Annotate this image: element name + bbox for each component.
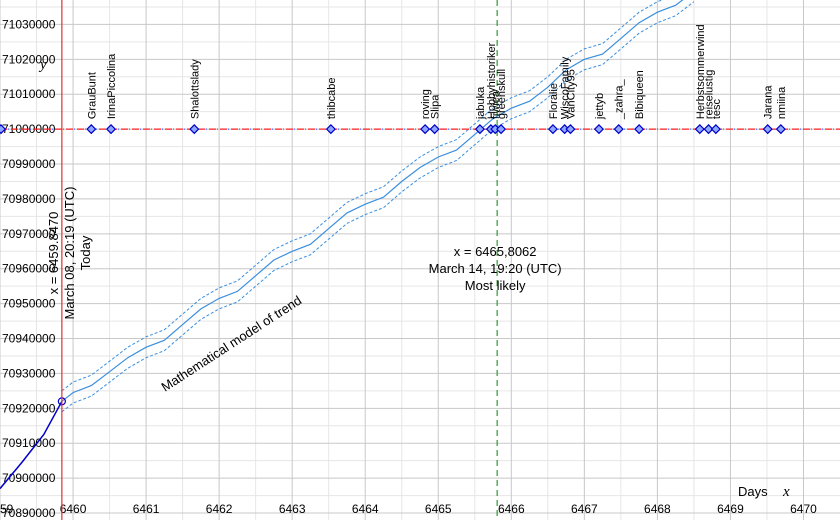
marker-point xyxy=(559,124,570,135)
trend-upper-band xyxy=(61,0,664,392)
marker-label: Jarana xyxy=(763,85,775,120)
marker-point xyxy=(474,124,485,135)
target-axis-marker xyxy=(0,124,7,135)
x-tick-label: 6466 xyxy=(498,502,525,516)
trend-label: Mathematical model of trend xyxy=(158,293,304,395)
today-annotation-line: Today xyxy=(78,235,93,270)
y-tick-label: 70990000 xyxy=(2,157,56,171)
marker-point xyxy=(429,124,440,135)
marker-point xyxy=(593,124,605,135)
marker-label: WiscoFamily xyxy=(560,56,572,119)
marker-label: _zahra_ xyxy=(614,78,626,120)
marker-point xyxy=(325,124,336,135)
marker-label: Shalottslady xyxy=(189,59,201,119)
x-tick-label: 6459 xyxy=(0,502,14,516)
marker-label: IrinaPiccolina xyxy=(106,53,118,119)
y-tick-label: 70890000 xyxy=(2,506,56,520)
today-annotation-line: x = 6459.8470 xyxy=(46,212,61,295)
marker-label: Floralie xyxy=(548,83,560,119)
history-line xyxy=(0,400,63,490)
marker-label: Slipa xyxy=(430,94,442,119)
y-tick-label: 70940000 xyxy=(2,332,56,346)
y-tick-label: 70910000 xyxy=(2,436,56,450)
x-tick-label: 6461 xyxy=(133,502,160,516)
y-axis-variable: y xyxy=(38,57,47,73)
trend-lower-band xyxy=(61,1,695,413)
marker-label: jabuka xyxy=(475,86,487,120)
y-tick-labels: 70890000 70900000 70910000 70920000 70930000… xyxy=(2,17,56,520)
most-likely-annotation-line: Most likely xyxy=(465,278,526,293)
marker-label: jettyb xyxy=(594,93,606,120)
y-tick-label: 70960000 xyxy=(2,262,56,276)
x-axis-title: Days xyxy=(738,484,768,499)
x-tick-label: 6469 xyxy=(717,502,744,516)
marker-label: greenskull xyxy=(496,69,508,119)
x-tick-label: 6468 xyxy=(644,502,671,516)
most-likely-annotation-line: March 14, 19:20 (UTC) xyxy=(429,261,562,276)
marker-point xyxy=(710,124,721,135)
marker-point xyxy=(189,124,200,135)
x-tick-label: 6467 xyxy=(571,502,598,516)
marker-label: tesc xyxy=(711,98,723,119)
y-tick-label: 71030000 xyxy=(2,17,56,31)
marker-label: Herbstsommerwind xyxy=(695,24,707,119)
marker-label: fiwiea xyxy=(490,90,502,119)
y-tick-label: 71010000 xyxy=(2,87,56,101)
marker-label: nmiina xyxy=(776,86,788,119)
y-tick-label: 70980000 xyxy=(2,192,56,206)
marker-point xyxy=(86,124,97,135)
marker-point xyxy=(694,124,705,135)
x-tick-labels: 6459 6460 6461 6462 6463 6464 6465 6466 6467 6468… xyxy=(0,502,817,516)
marker-label: thibcabe xyxy=(326,78,338,120)
marker-label: Hobbyhistoriker xyxy=(486,42,498,119)
annotations: x = 6459.8470 March 08, 20:19 (UTC) Today x… xyxy=(46,187,562,395)
x-tick-label: 6462 xyxy=(206,502,233,516)
marker-label: roving xyxy=(420,89,432,119)
x-tick-label: 6460 xyxy=(60,502,87,516)
marker-point xyxy=(703,124,714,135)
most-likely-annotation-line: x = 6465,8062 xyxy=(454,244,537,259)
marker-point xyxy=(490,124,501,135)
x-tick-label: 6464 xyxy=(352,502,379,516)
marker-point xyxy=(775,124,786,135)
marker-point xyxy=(634,124,645,135)
marker-point xyxy=(547,124,559,135)
marker-point xyxy=(613,124,624,135)
y-tick-label: 71020000 xyxy=(2,52,56,66)
x-tick-label: 6463 xyxy=(279,502,306,516)
marker-point xyxy=(495,124,507,135)
y-tick-label: 70920000 xyxy=(2,401,56,415)
marker-point xyxy=(762,124,773,135)
marker-label: VanCity95 xyxy=(565,69,577,119)
trend-line xyxy=(61,0,684,402)
marker-point xyxy=(565,124,576,135)
x-tick-label: 6465 xyxy=(425,502,452,516)
marker-point xyxy=(420,124,431,135)
marker-label: reiselustig xyxy=(704,70,716,120)
marker-point xyxy=(105,124,117,135)
marker-label: GrauBunt xyxy=(86,72,98,119)
x-axis-variable: x xyxy=(782,484,790,500)
y-tick-label: 70930000 xyxy=(2,366,56,380)
y-tick-label: 70900000 xyxy=(2,471,56,485)
today-annotation-line: March 08, 20:19 (UTC) xyxy=(62,187,77,320)
marker-label: Bibiqueen xyxy=(634,70,646,119)
y-tick-label: 70970000 xyxy=(2,227,56,241)
markers: GrauBunt IrinaPiccolina Shalottslady thibca… xyxy=(86,24,788,135)
x-tick-label: 6470 xyxy=(790,502,817,516)
y-tick-label: 70950000 xyxy=(2,297,56,311)
